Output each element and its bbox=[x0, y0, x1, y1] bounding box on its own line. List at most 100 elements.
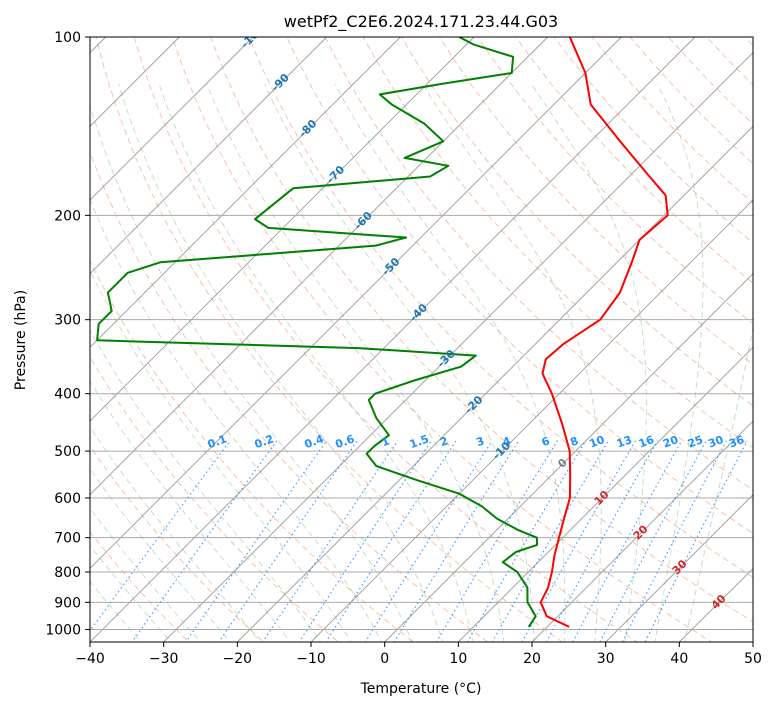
mixing-ratio-label: 30 bbox=[706, 433, 725, 451]
mixing-ratio-line bbox=[131, 440, 278, 642]
y-tick-label: 800 bbox=[54, 565, 81, 581]
dry-adiabat-line bbox=[324, 37, 753, 491]
dry-adiabat-line bbox=[90, 445, 265, 642]
x-tick-label: 30 bbox=[597, 651, 615, 667]
isotherm-annotation: -30 bbox=[435, 347, 458, 370]
dry-adiabat-line bbox=[90, 531, 190, 642]
isotherm-line bbox=[310, 199, 753, 642]
dry-adiabat-line bbox=[95, 37, 564, 642]
x-tick-label: −20 bbox=[223, 651, 253, 667]
x-tick-label: −40 bbox=[75, 651, 105, 667]
mixing-ratio-line bbox=[218, 440, 358, 642]
mixing-ratio-label: 6 bbox=[540, 434, 552, 449]
mixing-ratio-label: 13 bbox=[615, 433, 634, 450]
y-tick-label: 1000 bbox=[45, 622, 81, 638]
dry-adiabat-line bbox=[90, 150, 489, 642]
moist-adiabat-line bbox=[334, 83, 566, 642]
isotherm-annotation: 0 bbox=[555, 456, 570, 471]
isotherm-annotation: 20 bbox=[631, 522, 651, 542]
isotherm-annotation: 40 bbox=[709, 592, 729, 612]
y-tick-label: 900 bbox=[54, 595, 81, 611]
moist-adiabat-line bbox=[90, 426, 261, 642]
dry-adiabat-line bbox=[591, 37, 753, 204]
x-tick-label: −10 bbox=[296, 651, 326, 667]
dry-adiabat-line bbox=[438, 37, 753, 365]
moist-adiabat-line bbox=[158, 83, 474, 642]
mixing-ratio-line bbox=[364, 440, 493, 642]
x-axis: −40 −30 −20 −10 0 10 20 30 40 50 bbox=[75, 642, 762, 667]
isotherm-annotation: 10 bbox=[592, 488, 612, 508]
isotherm-line bbox=[90, 37, 327, 275]
isotherm-line bbox=[384, 273, 753, 642]
x-tick-label: 20 bbox=[523, 651, 541, 667]
mixing-ratio-label: 0.6 bbox=[334, 432, 357, 451]
moist-adiabat-line bbox=[118, 83, 444, 642]
moist-adiabat-line bbox=[90, 580, 142, 642]
grid-layer bbox=[90, 10, 775, 654]
moist-adiabat-line bbox=[90, 507, 201, 642]
mixing-ratio-line bbox=[298, 440, 432, 642]
moist-adiabat-line bbox=[654, 83, 704, 642]
dry-adiabat-line bbox=[248, 37, 753, 578]
isotherm-line bbox=[90, 37, 254, 201]
isotherm-line bbox=[237, 125, 753, 642]
moist-adiabat-line bbox=[90, 329, 322, 642]
mixing-ratio-label: 20 bbox=[661, 433, 680, 451]
isotherm-line bbox=[458, 346, 753, 642]
isotherm-annotation: -70 bbox=[324, 163, 347, 186]
dewpoint-profile bbox=[96, 37, 538, 628]
mixing-ratio-line bbox=[435, 440, 558, 642]
dry-adiabat-line bbox=[90, 356, 339, 642]
y-tick-label: 500 bbox=[54, 444, 81, 460]
mixing-ratio-line bbox=[545, 440, 659, 642]
y-tick-label: 400 bbox=[54, 387, 81, 403]
dry-adiabat-line bbox=[705, 37, 753, 86]
isotherm-line bbox=[90, 37, 696, 642]
moist-adiabat-line bbox=[90, 198, 383, 642]
isotherm-annotation: 30 bbox=[670, 557, 690, 577]
dry-adiabat-line bbox=[515, 37, 753, 284]
isotherm-line bbox=[531, 420, 753, 642]
dry-adiabat-line bbox=[756, 10, 775, 654]
mixing-ratio-label: 8 bbox=[568, 434, 580, 449]
mixing-ratio-label: 0.4 bbox=[303, 432, 326, 451]
y-tick-label: 200 bbox=[54, 208, 81, 224]
moist-adiabat-line bbox=[90, 468, 231, 642]
dry-adiabat-line bbox=[362, 37, 753, 449]
mixing-ratio-label: 16 bbox=[637, 433, 656, 451]
isotherm-annotation: -60 bbox=[352, 209, 375, 232]
isotherm-annotation: -50 bbox=[379, 255, 402, 278]
x-tick-label: −30 bbox=[149, 651, 179, 667]
y-tick-label: 100 bbox=[54, 30, 81, 46]
isotherm-line bbox=[90, 37, 622, 569]
dry-adiabat-line bbox=[90, 259, 414, 642]
mixing-ratio-label: 0.2 bbox=[253, 432, 276, 451]
x-tick-label: 40 bbox=[670, 651, 688, 667]
mixing-ratio-label: 1 bbox=[380, 434, 392, 449]
mixing-ratio-line bbox=[325, 440, 457, 642]
isotherm-annotation: -80 bbox=[296, 117, 319, 140]
dry-adiabat-line bbox=[171, 37, 713, 642]
mixing-ratio-line bbox=[90, 440, 231, 632]
isotherm-line bbox=[90, 37, 475, 422]
mixing-ratio-line bbox=[621, 440, 728, 642]
x-tick-label: 10 bbox=[449, 651, 467, 667]
y-tick-label: 700 bbox=[54, 531, 81, 547]
moist-adiabat-line bbox=[530, 83, 647, 642]
isotherm-annotation: -90 bbox=[269, 71, 292, 94]
mixing-ratio-label: 36 bbox=[727, 433, 746, 451]
mixing-ratio-line bbox=[599, 440, 707, 642]
y-tick-label: 300 bbox=[54, 313, 81, 329]
mixing-ratio-line bbox=[572, 440, 683, 642]
y-axis: 1000 900 800 700 600 500 400 300 200 100 bbox=[45, 30, 90, 638]
isotherm-annotation: -20 bbox=[462, 393, 485, 416]
plot-frame bbox=[89, 36, 754, 643]
dry-adiabat-line bbox=[286, 37, 753, 534]
mixing-ratio-label: 2 bbox=[438, 434, 450, 449]
mixing-ratio-label: 10 bbox=[588, 433, 607, 451]
moist-adiabat-line bbox=[422, 83, 602, 642]
moist-adiabat-line bbox=[264, 83, 535, 642]
mixing-ratio-label: 3 bbox=[474, 434, 486, 449]
moist-adiabat-line bbox=[90, 269, 352, 642]
